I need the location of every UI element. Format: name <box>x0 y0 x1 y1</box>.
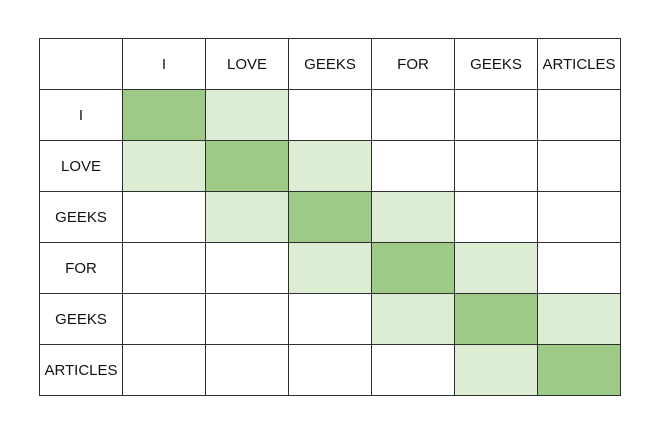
matrix-cell <box>371 242 455 294</box>
matrix-row: ARTICLES <box>39 344 621 396</box>
matrix-cell <box>371 293 455 345</box>
matrix-cell <box>122 344 206 396</box>
matrix-cell <box>122 140 206 192</box>
matrix-cell <box>122 89 206 141</box>
matrix-cell <box>205 344 289 396</box>
column-header: ARTICLES <box>537 38 621 90</box>
matrix-cell <box>454 242 538 294</box>
matrix-cell <box>205 191 289 243</box>
matrix-cell <box>288 242 372 294</box>
matrix-cell <box>371 140 455 192</box>
row-header: GEEKS <box>39 191 123 243</box>
matrix-cell <box>205 242 289 294</box>
matrix-cell <box>454 191 538 243</box>
matrix-cell <box>454 344 538 396</box>
matrix-row: GEEKS <box>39 293 621 345</box>
matrix-cell <box>122 191 206 243</box>
header-row: I LOVE GEEKS FOR GEEKS ARTICLES <box>39 38 621 90</box>
word-cooccurrence-matrix: I LOVE GEEKS FOR GEEKS ARTICLES I LOVE G… <box>39 38 621 396</box>
matrix-cell <box>205 89 289 141</box>
matrix-row: LOVE <box>39 140 621 192</box>
column-header: LOVE <box>205 38 289 90</box>
column-header: GEEKS <box>454 38 538 90</box>
matrix-cell <box>537 89 621 141</box>
row-header: FOR <box>39 242 123 294</box>
matrix-cell <box>205 293 289 345</box>
row-header: LOVE <box>39 140 123 192</box>
matrix-cell <box>288 140 372 192</box>
row-header: GEEKS <box>39 293 123 345</box>
matrix-row: FOR <box>39 242 621 294</box>
matrix-cell <box>537 140 621 192</box>
column-header: I <box>122 38 206 90</box>
matrix-cell <box>288 344 372 396</box>
matrix-cell <box>454 140 538 192</box>
matrix-cell <box>122 242 206 294</box>
column-header: GEEKS <box>288 38 372 90</box>
row-header: I <box>39 89 123 141</box>
matrix-cell <box>537 293 621 345</box>
matrix-cell <box>371 89 455 141</box>
matrix-row: GEEKS <box>39 191 621 243</box>
matrix-cell <box>288 293 372 345</box>
matrix-row: I <box>39 89 621 141</box>
column-header: FOR <box>371 38 455 90</box>
matrix-cell <box>288 89 372 141</box>
matrix-cell <box>454 293 538 345</box>
matrix-cell <box>454 89 538 141</box>
matrix-cell <box>122 293 206 345</box>
matrix-cell <box>205 140 289 192</box>
matrix-cell <box>537 242 621 294</box>
matrix-cell <box>537 344 621 396</box>
row-header: ARTICLES <box>39 344 123 396</box>
matrix-cell <box>288 191 372 243</box>
corner-cell <box>39 38 123 90</box>
matrix-cell <box>537 191 621 243</box>
matrix-cell <box>371 344 455 396</box>
matrix-cell <box>371 191 455 243</box>
